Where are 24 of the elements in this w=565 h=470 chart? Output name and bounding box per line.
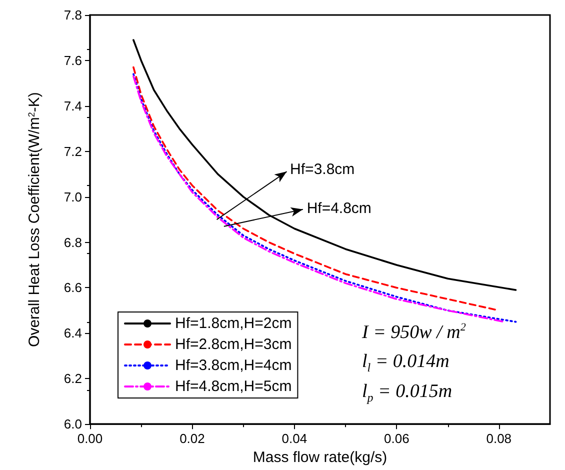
y-tick-label: 6.8 — [64, 234, 82, 250]
line-series — [132, 39, 517, 291]
y-tick-label: 7.2 — [64, 144, 82, 159]
legend-label: Hf=3.8cm,H=4cm — [175, 357, 292, 374]
y-tick-label: 7.0 — [64, 189, 82, 204]
annotation: Hf=4.8cm — [306, 200, 372, 218]
x-tick-label: 0.08 — [486, 431, 512, 446]
y-tick-label: 6.4 — [64, 326, 82, 341]
x-tick-label: 0.02 — [180, 431, 205, 446]
annotation: Hf=3.8cm — [290, 160, 355, 178]
legend-label: Hf=4.8cm,H=5cm — [175, 378, 292, 395]
y-axis-title: Overall Heat Loss Coefficient(W/m2-K) — [26, 92, 43, 347]
y-tick-label: 6.2 — [64, 371, 82, 386]
y-tick-label: 7.8 — [64, 8, 82, 22]
y-tick-label: 6.0 — [64, 416, 82, 432]
x-tick-label: 0.04 — [282, 431, 308, 446]
legend-label: Hf=1.8cm,H=2cm — [175, 315, 292, 332]
x-tick-label: 0.06 — [384, 431, 410, 446]
x-tick-label: 0.00 — [77, 431, 103, 446]
y-tick-label: 7.4 — [64, 98, 82, 114]
x-axis-title: Mass flow rate(kg/s) — [252, 449, 388, 466]
y-tick-label: 7.6 — [64, 52, 82, 68]
y-tick-label: 6.6 — [64, 280, 82, 296]
legend-label: Hf=2.8cm,H=3cm — [175, 336, 292, 353]
